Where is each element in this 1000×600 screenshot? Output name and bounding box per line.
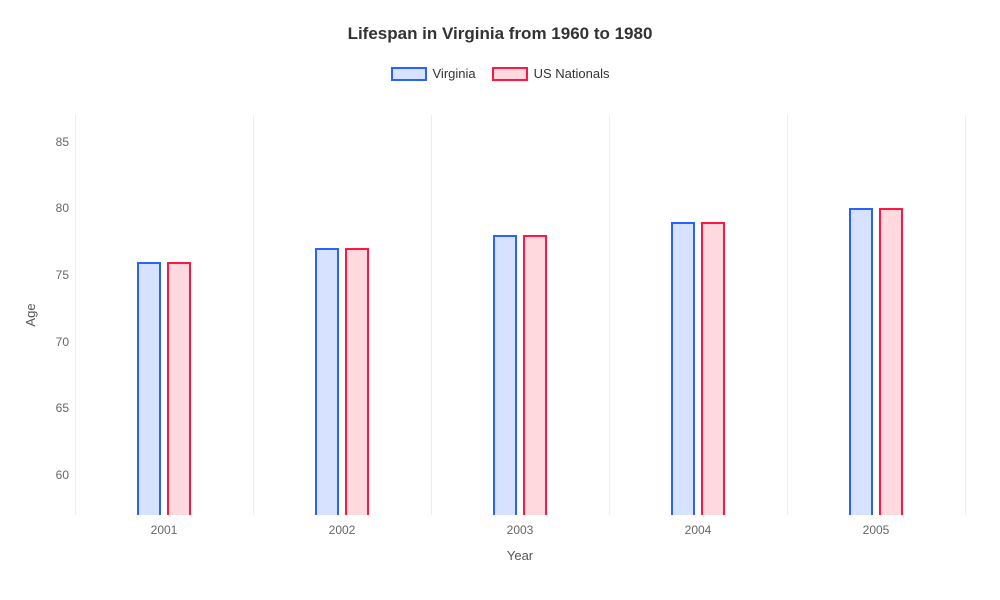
bar-us-nationals — [701, 222, 725, 515]
legend-label-virginia: Virginia — [433, 66, 476, 81]
legend-label-us-nationals: US Nationals — [534, 66, 610, 81]
x-tick-label: 2002 — [329, 523, 356, 537]
grid-line-vertical — [253, 115, 254, 515]
legend-swatch-us-nationals — [492, 67, 528, 81]
legend-item-us-nationals: US Nationals — [492, 66, 610, 81]
chart-title: Lifespan in Virginia from 1960 to 1980 — [0, 0, 1000, 44]
grid-line-vertical — [75, 115, 76, 515]
grid-line-vertical — [609, 115, 610, 515]
grid-line-vertical — [965, 115, 966, 515]
x-tick-label: 2005 — [863, 523, 890, 537]
bar-virginia — [849, 208, 873, 515]
y-tick-label: 85 — [35, 135, 69, 149]
grid-line-vertical — [431, 115, 432, 515]
x-tick-label: 2003 — [507, 523, 534, 537]
grid-line-vertical — [787, 115, 788, 515]
y-tick-label: 75 — [35, 268, 69, 282]
y-tick-label: 60 — [35, 468, 69, 482]
bar-us-nationals — [879, 208, 903, 515]
y-tick-label: 70 — [35, 335, 69, 349]
x-tick-label: 2004 — [685, 523, 712, 537]
bar-virginia — [493, 235, 517, 515]
bar-virginia — [137, 262, 161, 515]
legend-item-virginia: Virginia — [391, 66, 476, 81]
plot-area: Age Year 6065707580852001200220032004200… — [75, 115, 965, 515]
x-tick-label: 2001 — [151, 523, 178, 537]
bar-virginia — [671, 222, 695, 515]
bar-virginia — [315, 248, 339, 515]
legend: Virginia US Nationals — [0, 66, 1000, 81]
chart-container: Lifespan in Virginia from 1960 to 1980 V… — [0, 0, 1000, 600]
bar-us-nationals — [167, 262, 191, 515]
y-tick-label: 65 — [35, 401, 69, 415]
x-axis-label: Year — [507, 548, 533, 563]
bar-us-nationals — [523, 235, 547, 515]
legend-swatch-virginia — [391, 67, 427, 81]
bar-us-nationals — [345, 248, 369, 515]
y-axis-label: Age — [23, 303, 38, 326]
y-tick-label: 80 — [35, 201, 69, 215]
